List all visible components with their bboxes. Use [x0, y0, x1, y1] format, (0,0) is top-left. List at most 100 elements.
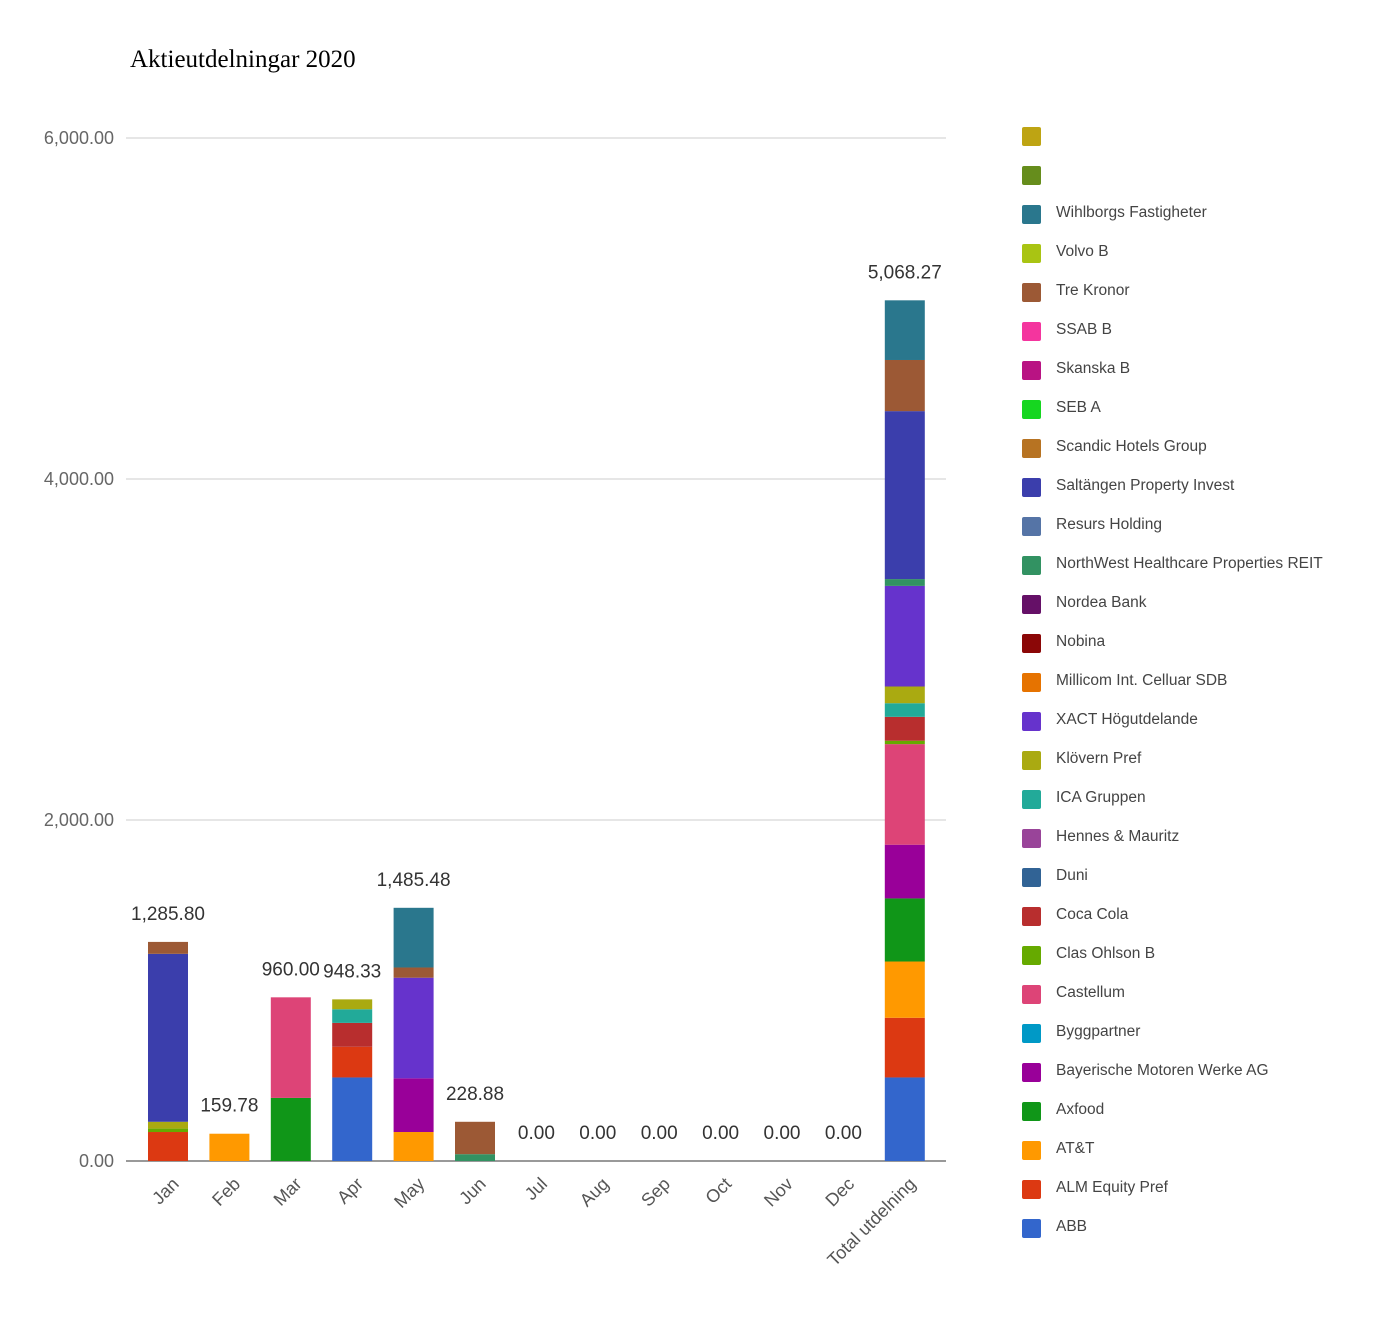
x-category-label: Feb: [208, 1174, 244, 1210]
bar-segment: [884, 744, 925, 845]
x-category-label: Jul: [521, 1174, 551, 1204]
chart-title: Aktieutdelningar 2020: [130, 46, 356, 73]
legend-label: Saltängen Property Invest: [1056, 477, 1235, 494]
total-data-label: 0.00: [764, 1123, 801, 1144]
bar-segment: [148, 1128, 188, 1133]
total-data-label: 228.88: [446, 1084, 504, 1105]
legend-swatch: [1022, 361, 1041, 380]
x-category-label: Nov: [760, 1174, 797, 1211]
legend-swatch: [1022, 907, 1041, 926]
y-tick-label: 0.00: [79, 1151, 114, 1171]
bars: [148, 300, 925, 1161]
legend-label: Wihlborgs Fastigheter: [1056, 204, 1207, 221]
total-data-label: 0.00: [825, 1123, 862, 1144]
legend-swatch: [1022, 439, 1041, 458]
legend: Wihlborgs Fastigheter Volvo B Tre Kronor SS…: [1020, 124, 1370, 1255]
total-data-label: 948.33: [323, 961, 381, 982]
legend-item: Duni: [1020, 865, 1370, 904]
bar-segment: [270, 1097, 311, 1161]
legend-item: Volvo B: [1020, 241, 1370, 280]
legend-label: ALM Equity Pref: [1056, 1179, 1168, 1196]
bar-segment: [332, 999, 373, 1010]
legend-item: Hennes & Mauritz: [1020, 826, 1370, 865]
legend-label: SEB A: [1056, 399, 1101, 416]
legend-item: Millicom Int. Celluar SDB: [1020, 670, 1370, 709]
legend-label: Hennes & Mauritz: [1056, 828, 1180, 845]
legend-label: Resurs Holding: [1056, 516, 1162, 533]
legend-item: Saltängen Property Invest: [1020, 475, 1370, 514]
legend-swatch: [1022, 1180, 1041, 1199]
legend-item: Coca Cola: [1020, 904, 1370, 943]
legend-item: Castellum: [1020, 982, 1370, 1021]
legend-swatch: [1022, 751, 1041, 770]
legend-swatch: [1022, 1141, 1041, 1160]
stacked-bar-chart: 0.00 2,000.00 4,000.00 6,000.00 1,285.80 Jan 1…: [44, 128, 946, 1270]
x-category-label: Jun: [455, 1174, 490, 1209]
x-category-label: Oct: [701, 1174, 735, 1208]
bar-segment: [455, 1121, 495, 1155]
legend-label: Bayerische Motoren Werke AG: [1056, 1062, 1269, 1079]
legend-label: Castellum: [1056, 984, 1125, 1001]
total-data-label: 5,068.27: [868, 262, 942, 283]
bar-segment: [884, 359, 925, 412]
x-category-label: Aug: [576, 1174, 613, 1211]
bar-segment: [332, 1046, 373, 1078]
legend-swatch: [1022, 1219, 1041, 1238]
legend-label: Duni: [1056, 867, 1088, 884]
bar-segment: [332, 1009, 373, 1023]
legend-item: Tre Kronor: [1020, 280, 1370, 319]
legend-item: XACT Högutdelande: [1020, 709, 1370, 748]
legend-item: [1020, 163, 1370, 202]
bar-segment: [884, 740, 925, 745]
bar-segment: [148, 1132, 188, 1161]
legend-label: XACT Högutdelande: [1056, 711, 1198, 728]
legend-label: Clas Ohlson B: [1056, 945, 1156, 962]
legend-item: Bayerische Motoren Werke AG: [1020, 1060, 1370, 1099]
total-data-label: 159.78: [200, 1096, 258, 1117]
legend-swatch: [1022, 829, 1041, 848]
bar-segment: [884, 1017, 925, 1078]
legend-label: AT&T: [1056, 1140, 1095, 1157]
total-data-label: 0.00: [518, 1123, 555, 1144]
bar-segment: [455, 1154, 495, 1161]
legend-item: ABB: [1020, 1216, 1370, 1255]
bar-segment: [332, 1022, 373, 1047]
bar-segment: [332, 1077, 373, 1161]
bar-segment: [884, 961, 925, 1018]
bar-segment: [393, 1078, 434, 1133]
legend-swatch: [1022, 868, 1041, 887]
legend-item: ICA Gruppen: [1020, 787, 1370, 826]
bar-segment: [148, 1121, 188, 1129]
bar-segment: [209, 1133, 250, 1161]
y-tick-label: 6,000.00: [44, 128, 114, 148]
total-data-label: 0.00: [641, 1123, 678, 1144]
bar-segment: [148, 941, 188, 954]
legend-item: AT&T: [1020, 1138, 1370, 1177]
bar-segment: [148, 953, 188, 1122]
legend-swatch: [1022, 595, 1041, 614]
bar-segment: [884, 1077, 925, 1161]
bar-segment: [884, 411, 925, 580]
legend-item: Scandic Hotels Group: [1020, 436, 1370, 475]
legend-label: Millicom Int. Celluar SDB: [1056, 672, 1228, 689]
legend-swatch: [1022, 1063, 1041, 1082]
legend-item: Byggpartner: [1020, 1021, 1370, 1060]
legend-swatch: [1022, 673, 1041, 692]
legend-item: Clas Ohlson B: [1020, 943, 1370, 982]
bar-segment: [393, 977, 434, 1079]
bar-segment: [884, 300, 925, 360]
bar-segment: [884, 716, 925, 741]
x-category-label: Jan: [148, 1174, 183, 1209]
x-category-label: Dec: [821, 1174, 858, 1211]
bar-segment: [884, 585, 925, 687]
bar-segment: [884, 703, 925, 717]
legend-swatch: [1022, 127, 1041, 146]
x-category-label: Apr: [333, 1174, 367, 1208]
legend-swatch: [1022, 556, 1041, 575]
legend-label: Byggpartner: [1056, 1023, 1141, 1040]
legend-item: Klövern Pref: [1020, 748, 1370, 787]
bar-segment: [884, 844, 925, 899]
legend-swatch: [1022, 1024, 1041, 1043]
legend-label: ICA Gruppen: [1056, 789, 1146, 806]
legend-swatch: [1022, 244, 1041, 263]
